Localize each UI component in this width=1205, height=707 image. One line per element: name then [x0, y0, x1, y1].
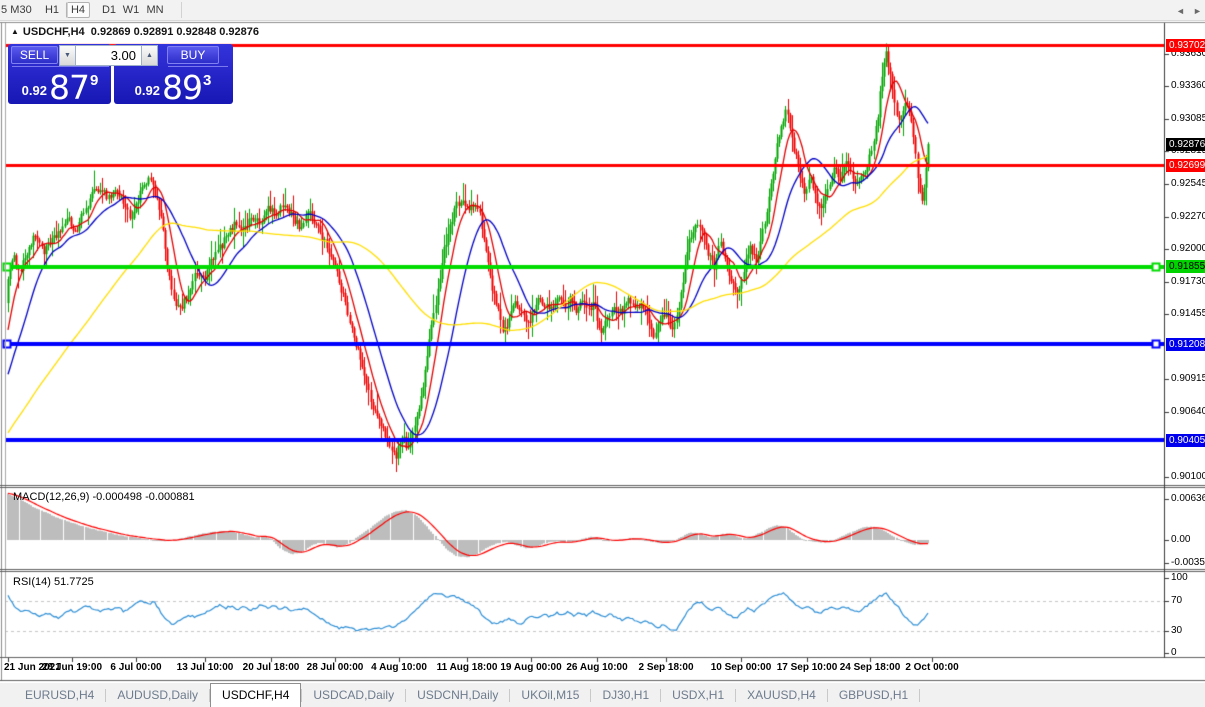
- tab-separator: [826, 688, 828, 702]
- timeframe-button-w1[interactable]: W1: [122, 4, 140, 16]
- rsi-tick-label: 100: [1171, 572, 1188, 583]
- chart-symbol: USDCHF,H4: [22, 26, 85, 38]
- tab-dj30-h1[interactable]: DJ30,H1: [602, 688, 650, 702]
- volume-increase-button[interactable]: ▲: [141, 45, 158, 66]
- buy-panel-divider: [168, 66, 228, 67]
- tab-usdcnh-daily[interactable]: USDCNH,Daily: [417, 688, 499, 702]
- date-tick-label: 28 Jul 00:00: [306, 662, 364, 673]
- sell-price-prefix: 0.92: [21, 83, 47, 98]
- toolbar-separator: [181, 2, 182, 18]
- macd-tick-label: 0.00636: [1171, 492, 1205, 504]
- price-tick-label: 0.92545: [1171, 177, 1205, 189]
- price-level-box: 0.92699: [1166, 158, 1205, 172]
- sell-price-display[interactable]: 0.92 87 9: [10, 68, 110, 107]
- date-tick-label: 11 Aug 18:00: [436, 662, 498, 673]
- date-tick-label: 19 Aug 00:00: [500, 662, 562, 673]
- tab-usdcad-daily[interactable]: USDCAD,Daily: [313, 688, 395, 702]
- timeframe-button-h4[interactable]: H4: [65, 2, 91, 18]
- timeframe-button-5[interactable]: 5: [0, 4, 8, 16]
- date-tick-label: 13 Jul 10:00: [176, 662, 234, 673]
- collapse-arrow-icon[interactable]: ▲: [11, 27, 19, 36]
- tab-usdchf-h4[interactable]: USDCHF,H4: [210, 683, 302, 707]
- tab-gbpusd-h1[interactable]: GBPUSD,H1: [838, 688, 909, 702]
- tab-separator: [919, 688, 921, 702]
- price-tick-label: 0.93630: [1171, 47, 1205, 59]
- rsi-tick-label: 0: [1171, 647, 1177, 658]
- rsi-indicator-label: RSI(14) 51.7725: [13, 576, 94, 588]
- date-tick-label: 28 Jun 19:00: [41, 662, 103, 673]
- macd-tick-label: 0.00: [1171, 534, 1191, 545]
- date-tick-label: 21 Jun 2021: [4, 662, 61, 673]
- date-tick-label: 10 Sep 00:00: [710, 662, 772, 673]
- toolbar-separator: [67, 2, 68, 18]
- buy-price-prefix: 0.92: [134, 83, 160, 98]
- date-tick-label: 17 Sep 10:00: [776, 662, 838, 673]
- date-tick-label: 2 Oct 00:00: [905, 662, 959, 673]
- macd-tick-label: -0.00350: [1171, 556, 1205, 568]
- tab-separator: [590, 688, 592, 702]
- volume-decrease-button[interactable]: ▼: [59, 45, 76, 66]
- sell-price-pip: 9: [89, 72, 99, 89]
- sell-price-big: 87: [48, 68, 90, 107]
- tab-separator: [209, 688, 211, 702]
- price-tick-label: 0.91730: [1171, 275, 1205, 287]
- price-level-box: 0.93702: [1166, 38, 1205, 52]
- tab-scroll-left-icon[interactable]: ◄: [1176, 6, 1185, 16]
- buy-price-pip: 3: [202, 72, 212, 89]
- buy-price-big: 89: [161, 68, 203, 107]
- price-tick-label: 0.91455: [1171, 308, 1205, 320]
- buy-price-display[interactable]: 0.92 89 3: [116, 68, 230, 107]
- chart-tab-bar: EURUSD,H4 AUDUSD,Daily USDCHF,H4 USDCAD,Dai…: [0, 683, 1205, 707]
- tab-xauusd-h4[interactable]: XAUUSD,H4: [747, 688, 816, 702]
- timeframe-button-m30[interactable]: M30: [10, 4, 32, 16]
- price-level-box: 0.90405: [1166, 433, 1205, 447]
- date-tick-label: 20 Jul 18:00: [242, 662, 300, 673]
- price-tick-label: 0.92815: [1171, 145, 1205, 157]
- timeframe-toolbar: 5 M30 H1 H4 D1 W1 MN: [0, 0, 1205, 21]
- tab-separator: [660, 688, 662, 702]
- price-tick-label: 0.90915: [1171, 373, 1205, 385]
- price-tick-label: 0.93360: [1171, 80, 1205, 92]
- tab-separator: [301, 688, 303, 702]
- timeframe-button-h1[interactable]: H1: [44, 4, 60, 16]
- chart-symbol-title: ▲ USDCHF,H4 0.92869 0.92891 0.92848 0.928…: [11, 26, 259, 38]
- tab-usdx-h1[interactable]: USDX,H1: [672, 688, 725, 702]
- tab-scroll-right-icon[interactable]: ►: [1193, 6, 1202, 16]
- date-tick-label: 24 Sep 18:00: [839, 662, 901, 673]
- tab-eurusd-h4[interactable]: EURUSD,H4: [25, 688, 95, 702]
- tab-ukoil-m15[interactable]: UKOil,M15: [521, 688, 580, 702]
- price-tick-label: 0.92000: [1171, 243, 1205, 255]
- rsi-tick-label: 30: [1171, 624, 1183, 636]
- timeframe-button-d1[interactable]: D1: [101, 4, 117, 16]
- rsi-tick-label: 70: [1171, 594, 1183, 606]
- date-tick-label: 2 Sep 18:00: [638, 662, 694, 673]
- price-level-box: 0.91208: [1166, 337, 1205, 351]
- tab-separator: [509, 688, 511, 702]
- tab-separator: [735, 688, 737, 702]
- price-tick-label: 0.92270: [1171, 210, 1205, 222]
- chart-area[interactable]: [0, 0, 1205, 682]
- price-tick-label: 0.90100: [1171, 471, 1205, 482]
- price-level-box: 0.92876: [1166, 137, 1205, 151]
- sell-panel-divider: [12, 66, 109, 67]
- date-tick-label: 26 Aug 10:00: [566, 662, 628, 673]
- chart-ohlc-values: 0.92869 0.92891 0.92848 0.92876: [90, 26, 259, 38]
- date-tick-label: 4 Aug 10:00: [371, 662, 427, 673]
- tab-audusd-daily[interactable]: AUDUSD,Daily: [117, 688, 199, 702]
- tab-separator: [405, 688, 407, 702]
- price-tick-label: 0.93085: [1171, 112, 1205, 124]
- tab-separator: [105, 688, 107, 702]
- price-tick-label: 0.90640: [1171, 406, 1205, 418]
- date-tick-label: 6 Jul 00:00: [110, 662, 162, 673]
- buy-button[interactable]: BUY: [167, 46, 219, 64]
- price-level-box: 0.91855: [1166, 260, 1205, 274]
- volume-input[interactable]: [75, 45, 142, 66]
- macd-indicator-label: MACD(12,26,9) -0.000498 -0.000881: [13, 491, 195, 503]
- sell-button[interactable]: SELL: [11, 46, 58, 64]
- timeframe-button-mn[interactable]: MN: [146, 4, 164, 16]
